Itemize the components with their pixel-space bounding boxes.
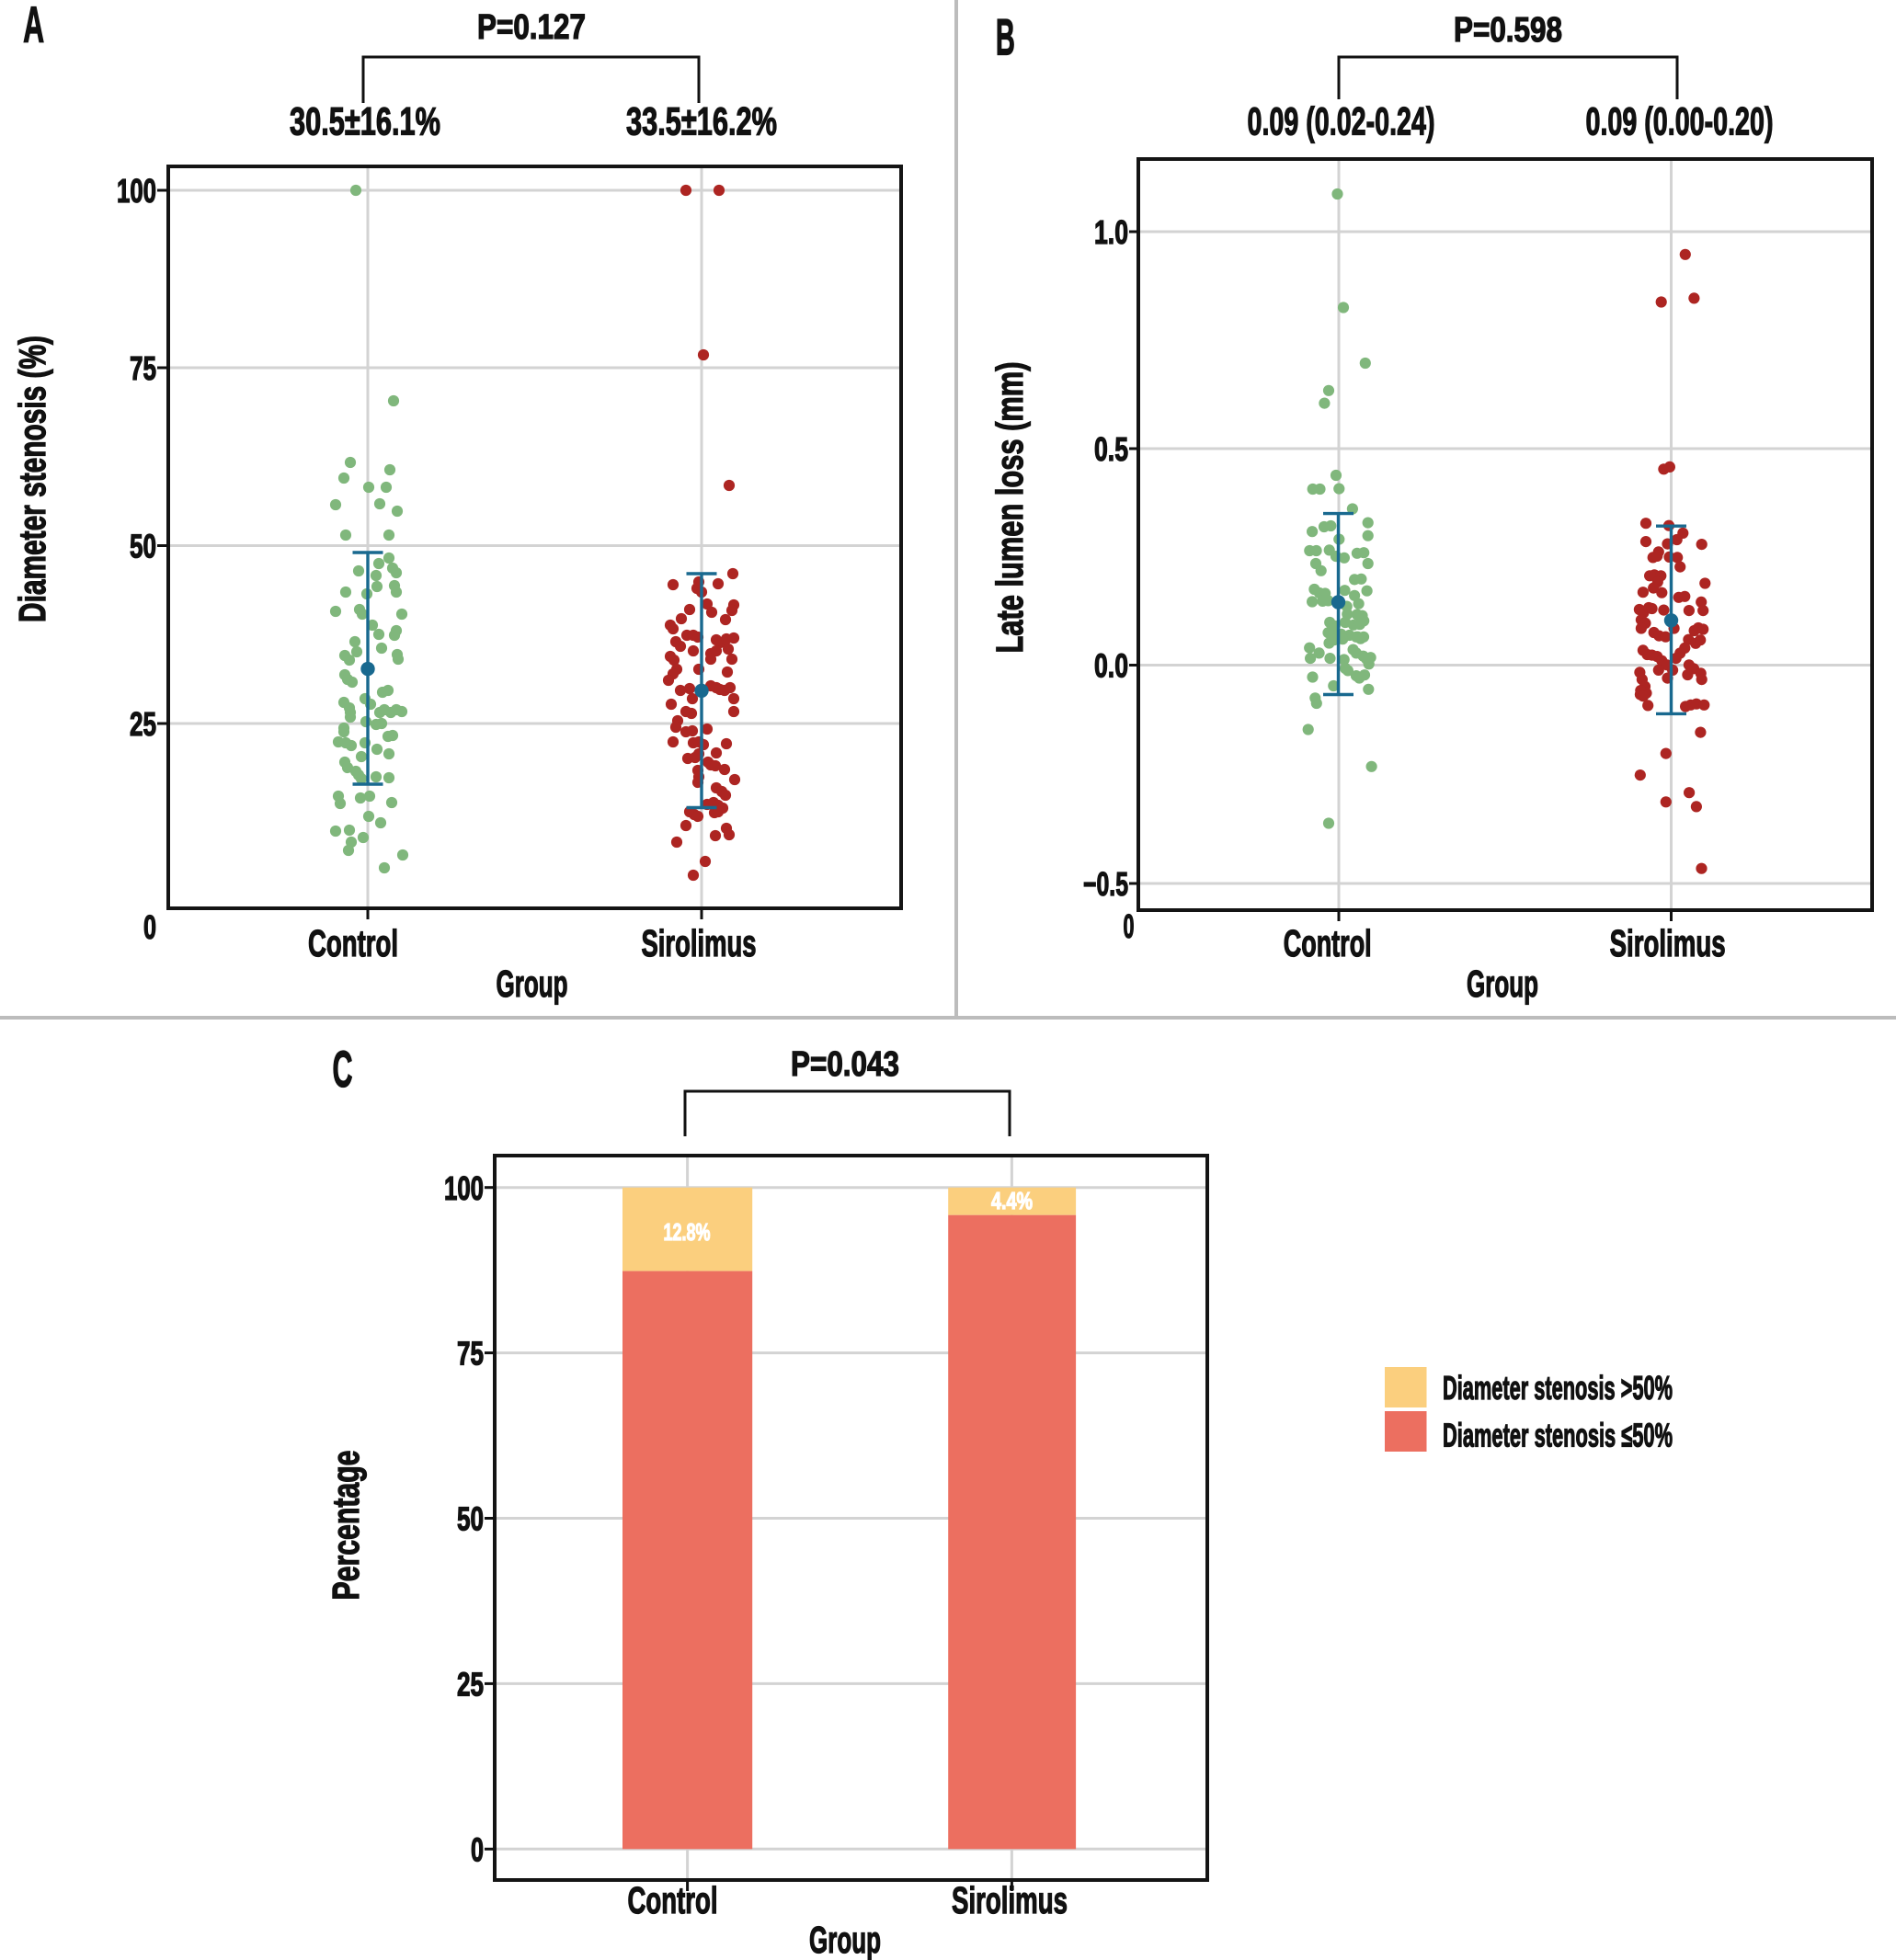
svg-text:P=0.127: P=0.127 — [477, 8, 586, 47]
svg-text:0: 0 — [471, 1830, 484, 1868]
svg-text:A: A — [23, 0, 44, 53]
svg-text:1.0: 1.0 — [1094, 213, 1128, 251]
svg-text:12.8%: 12.8% — [664, 1218, 711, 1246]
svg-text:75: 75 — [130, 349, 156, 387]
svg-text:0: 0 — [143, 908, 156, 946]
svg-text:0: 0 — [1124, 907, 1135, 945]
svg-text:Control: Control — [308, 922, 398, 964]
svg-text:0.5: 0.5 — [1094, 430, 1128, 468]
svg-text:Diameter stenosis (%): Diameter stenosis (%) — [11, 336, 53, 622]
svg-text:33.5±16.2%: 33.5±16.2% — [626, 100, 777, 144]
svg-text:25: 25 — [130, 705, 156, 743]
svg-text:Group: Group — [497, 963, 568, 1005]
svg-text:C: C — [333, 1040, 353, 1098]
svg-text:75: 75 — [457, 1335, 484, 1373]
svg-text:B: B — [996, 8, 1015, 66]
svg-text:Sirolimus: Sirolimus — [952, 1879, 1068, 1921]
svg-text:Control: Control — [1284, 922, 1372, 964]
svg-text:−0.5: −0.5 — [1083, 865, 1128, 903]
svg-text:50: 50 — [457, 1500, 484, 1538]
svg-text:P=0.598: P=0.598 — [1454, 11, 1562, 50]
svg-text:4.4%: 4.4% — [991, 1187, 1033, 1214]
svg-text:Diameter stenosis >50%: Diameter stenosis >50% — [1443, 1369, 1673, 1407]
svg-text:Group: Group — [1467, 963, 1538, 1005]
svg-text:100: 100 — [444, 1169, 484, 1207]
svg-text:0.0: 0.0 — [1094, 647, 1128, 685]
svg-text:50: 50 — [130, 528, 156, 565]
svg-text:25: 25 — [457, 1665, 484, 1703]
svg-text:100: 100 — [117, 172, 156, 210]
svg-text:Late lumen loss (mm): Late lumen loss (mm) — [988, 362, 1031, 654]
svg-text:P=0.043: P=0.043 — [791, 1045, 899, 1084]
svg-text:Percentage: Percentage — [325, 1451, 367, 1601]
svg-text:Diameter stenosis ≤50%: Diameter stenosis ≤50% — [1443, 1417, 1673, 1454]
svg-text:Sirolimus: Sirolimus — [642, 922, 757, 964]
svg-text:0.09 (0.02-0.24): 0.09 (0.02-0.24) — [1248, 100, 1435, 144]
svg-text:Group: Group — [809, 1919, 881, 1960]
svg-text:Sirolimus: Sirolimus — [1610, 922, 1726, 964]
svg-text:30.5±16.1%: 30.5±16.1% — [290, 100, 440, 144]
svg-text:Control: Control — [628, 1879, 718, 1921]
svg-text:0.09 (0.00-0.20): 0.09 (0.00-0.20) — [1586, 100, 1774, 144]
